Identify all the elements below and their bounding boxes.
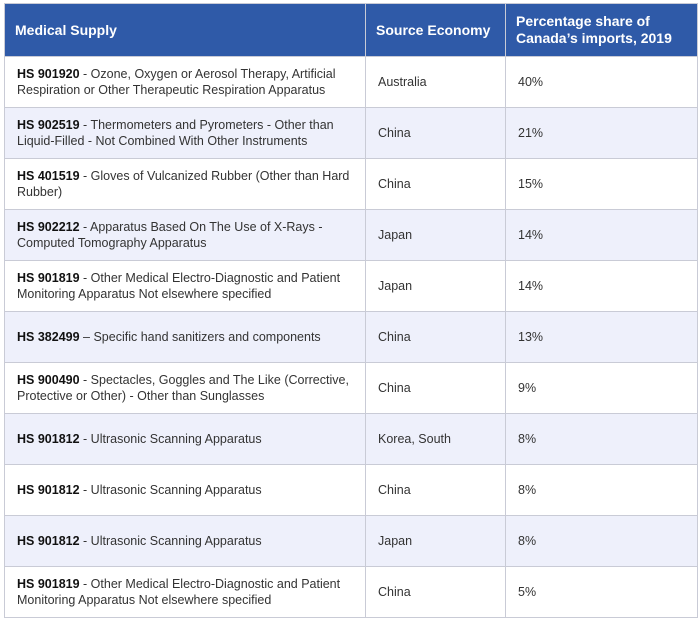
- economy-cell: China: [365, 362, 506, 414]
- table-row: HS 401519 - Gloves of Vulcanized Rubber …: [4, 158, 698, 210]
- supply-cell: HS 901920 - Ozone, Oxygen or Aerosol The…: [4, 56, 366, 108]
- supply-description: - Gloves of Vulcanized Rubber (Other tha…: [17, 169, 350, 199]
- table-row: HS 901812 - Ultrasonic Scanning Apparatu…: [4, 515, 698, 567]
- table-header: Medical Supply Source Economy Percentage…: [4, 3, 698, 57]
- supply-description: - Thermometers and Pyrometers - Other th…: [17, 118, 334, 148]
- share-cell: 9%: [505, 362, 698, 414]
- header-cell: Percentage share of Canada’s imports, 20…: [505, 3, 698, 57]
- share-cell: 14%: [505, 260, 698, 312]
- table-row: HS 901819 - Other Medical Electro-Diagno…: [4, 260, 698, 312]
- hs-code: HS 382499: [17, 330, 80, 344]
- supply-description: - Ozone, Oxygen or Aerosol Therapy, Arti…: [17, 67, 336, 97]
- header-cell: Medical Supply: [4, 3, 366, 57]
- header-cell: Source Economy: [365, 3, 506, 57]
- share-cell: 14%: [505, 209, 698, 261]
- table-row: HS 382499 – Specific hand sanitizers and…: [4, 311, 698, 363]
- share-cell: 5%: [505, 566, 698, 618]
- supply-cell: HS 901819 - Other Medical Electro-Diagno…: [4, 260, 366, 312]
- supply-description: - Apparatus Based On The Use of X-Rays -…: [17, 220, 323, 250]
- hs-code: HS 900490: [17, 373, 80, 387]
- hs-code: HS 901812: [17, 432, 80, 446]
- supply-description: - Spectacles, Goggles and The Like (Corr…: [17, 373, 349, 403]
- supply-cell: HS 901812 - Ultrasonic Scanning Apparatu…: [4, 515, 366, 567]
- table-row: HS 902212 - Apparatus Based On The Use o…: [4, 209, 698, 261]
- economy-cell: Japan: [365, 515, 506, 567]
- economy-cell: China: [365, 311, 506, 363]
- economy-cell: Australia: [365, 56, 506, 108]
- supply-cell: HS 901819 - Other Medical Electro-Diagno…: [4, 566, 366, 618]
- share-cell: 8%: [505, 464, 698, 516]
- hs-code: HS 902212: [17, 220, 80, 234]
- table-row: HS 901920 - Ozone, Oxygen or Aerosol The…: [4, 56, 698, 108]
- table-row: HS 902519 - Thermometers and Pyrometers …: [4, 107, 698, 159]
- share-cell: 40%: [505, 56, 698, 108]
- hs-code: HS 901920: [17, 67, 80, 81]
- economy-cell: China: [365, 107, 506, 159]
- supply-description: - Ultrasonic Scanning Apparatus: [83, 534, 262, 548]
- share-cell: 8%: [505, 413, 698, 465]
- header-row: Medical Supply Source Economy Percentage…: [4, 3, 698, 57]
- supply-cell: HS 401519 - Gloves of Vulcanized Rubber …: [4, 158, 366, 210]
- supply-cell: HS 900490 - Spectacles, Goggles and The …: [4, 362, 366, 414]
- hs-code: HS 901819: [17, 577, 80, 591]
- share-cell: 21%: [505, 107, 698, 159]
- share-cell: 15%: [505, 158, 698, 210]
- supply-cell: HS 901812 - Ultrasonic Scanning Apparatu…: [4, 464, 366, 516]
- supply-description: - Ultrasonic Scanning Apparatus: [83, 483, 262, 497]
- table-body: HS 901920 - Ozone, Oxygen or Aerosol The…: [4, 56, 698, 618]
- supply-cell: HS 382499 – Specific hand sanitizers and…: [4, 311, 366, 363]
- economy-cell: Japan: [365, 260, 506, 312]
- hs-code: HS 901819: [17, 271, 80, 285]
- hs-code: HS 901812: [17, 534, 80, 548]
- hs-code: HS 901812: [17, 483, 80, 497]
- economy-cell: China: [365, 158, 506, 210]
- economy-cell: Japan: [365, 209, 506, 261]
- hs-code: HS 902519: [17, 118, 80, 132]
- supply-description: – Specific hand sanitizers and component…: [83, 330, 321, 344]
- economy-cell: Korea, South: [365, 413, 506, 465]
- table-row: HS 900490 - Spectacles, Goggles and The …: [4, 362, 698, 414]
- supply-cell: HS 902519 - Thermometers and Pyrometers …: [4, 107, 366, 159]
- imports-table: Medical Supply Source Economy Percentage…: [4, 3, 698, 618]
- supply-description: - Other Medical Electro-Diagnostic and P…: [17, 271, 341, 301]
- supply-description: - Ultrasonic Scanning Apparatus: [83, 432, 262, 446]
- share-cell: 13%: [505, 311, 698, 363]
- table-row: HS 901812 - Ultrasonic Scanning Apparatu…: [4, 413, 698, 465]
- economy-cell: China: [365, 464, 506, 516]
- supply-cell: HS 902212 - Apparatus Based On The Use o…: [4, 209, 366, 261]
- hs-code: HS 401519: [17, 169, 80, 183]
- economy-cell: China: [365, 566, 506, 618]
- supply-cell: HS 901812 - Ultrasonic Scanning Apparatu…: [4, 413, 366, 465]
- table-row: HS 901819 - Other Medical Electro-Diagno…: [4, 566, 698, 618]
- supply-description: - Other Medical Electro-Diagnostic and P…: [17, 577, 341, 607]
- table-row: HS 901812 - Ultrasonic Scanning Apparatu…: [4, 464, 698, 516]
- share-cell: 8%: [505, 515, 698, 567]
